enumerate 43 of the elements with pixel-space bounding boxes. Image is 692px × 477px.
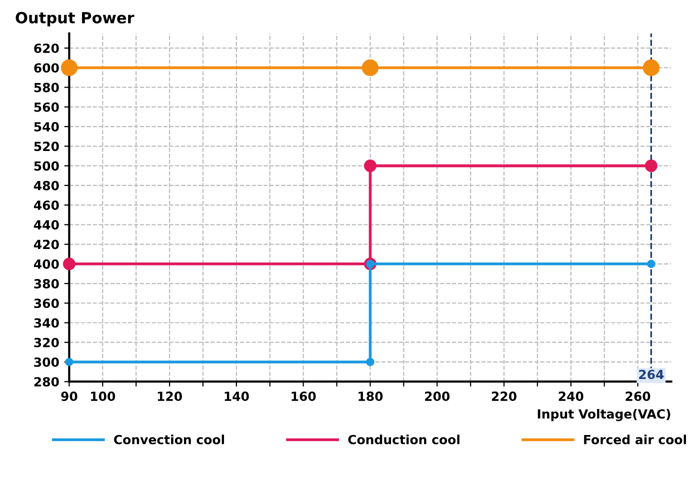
x-tick-label: 200 [425, 392, 450, 401]
y-tick-label: 400 [34, 259, 59, 269]
point [62, 258, 76, 270]
y-tick-label: 540 [34, 122, 59, 132]
x-tick-label: 120 [158, 392, 182, 401]
x-tick-label: 260 [626, 392, 650, 401]
point [362, 59, 379, 76]
x-tick-label: 100 [91, 392, 116, 401]
y-tick-label: 480 [34, 180, 59, 190]
point [364, 160, 376, 172]
legend-label: Convection cool [114, 434, 224, 444]
y-tick-label: 440 [34, 220, 59, 230]
x-tick-label: 90 [61, 392, 78, 401]
x-tick-label: 240 [558, 392, 584, 401]
y-tick-label: 340 [34, 318, 59, 328]
point [65, 358, 74, 366]
y-tick-label: 280 [34, 377, 59, 387]
y-axis-title: Output Power [16, 12, 134, 26]
x-tick-label: 220 [492, 392, 516, 401]
x-tick-label: 140 [224, 392, 249, 401]
y-tick-label: 380 [34, 278, 59, 288]
y-tick-label: 600 [34, 63, 59, 73]
y-tick-label: 620 [34, 44, 59, 54]
y-tick-label: 520 [34, 142, 59, 152]
x-tick-label: 180 [358, 392, 383, 401]
y-tick-label: 300 [34, 357, 59, 367]
point [647, 260, 656, 268]
y-tick-label: 580 [34, 82, 59, 92]
legend-label: Forced air cool [584, 434, 686, 444]
y-tick-label: 460 [34, 200, 59, 210]
y-tick-label: 420 [34, 240, 59, 250]
x-tick-label: 160 [292, 392, 316, 401]
legend-label: Conduction cool [348, 434, 460, 444]
point [60, 59, 78, 76]
y-tick-label: 360 [34, 298, 59, 308]
point [644, 160, 658, 172]
point [366, 358, 374, 366]
x-axis-title: Input Voltage(VAC) [538, 408, 670, 422]
point [642, 59, 660, 76]
y-tick-label: 560 [34, 102, 59, 112]
y-tick-label: 320 [34, 338, 59, 348]
ref-line-label: 264 [639, 370, 664, 380]
y-tick-label: 500 [34, 161, 59, 171]
